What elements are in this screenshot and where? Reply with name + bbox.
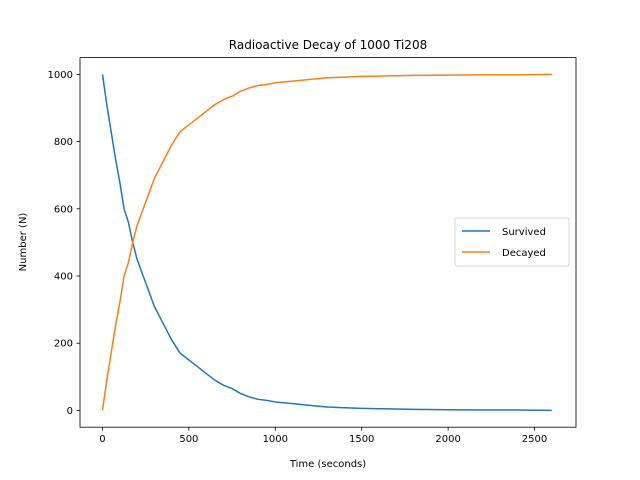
legend: Survived Decayed xyxy=(454,217,570,267)
x-axis-ticks: 0 500 1000 1500 2000 2500 xyxy=(99,427,547,445)
y-tick-label: 800 xyxy=(54,137,73,148)
series-line-survived xyxy=(101,74,552,412)
y-tick-label: 400 xyxy=(54,272,73,283)
chart-title: Radioactive Decay of 1000 Ti208 xyxy=(229,38,427,52)
x-tick-label: 0 xyxy=(99,434,105,445)
x-tick-label: 2000 xyxy=(435,434,460,445)
x-axis-label: Time (seconds) xyxy=(289,459,366,470)
plot-area xyxy=(79,57,577,428)
legend-label-survived: Survived xyxy=(502,227,546,238)
y-tick-label: 1000 xyxy=(48,70,73,81)
y-tick-label: 0 xyxy=(67,406,73,417)
legend-label-decayed: Decayed xyxy=(502,248,546,259)
plot-frame xyxy=(79,57,577,428)
series-line-decayed xyxy=(101,73,552,411)
legend-box xyxy=(454,217,570,267)
x-tick-label: 500 xyxy=(179,434,198,445)
y-axis-ticks: 0 200 400 600 800 1000 xyxy=(48,70,80,417)
x-tick-label: 1500 xyxy=(349,434,374,445)
x-tick-label: 2500 xyxy=(522,434,547,445)
y-tick-label: 200 xyxy=(54,339,73,350)
y-axis-label: Number (N) xyxy=(18,213,29,272)
x-tick-label: 1000 xyxy=(263,434,288,445)
series-layer xyxy=(101,73,552,412)
y-tick-label: 600 xyxy=(54,204,73,215)
